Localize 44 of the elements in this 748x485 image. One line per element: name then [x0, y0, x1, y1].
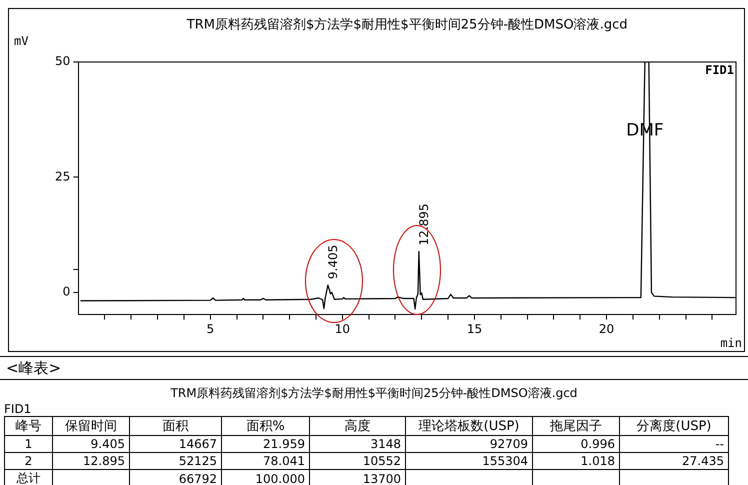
annotation: 9.405	[326, 244, 340, 280]
text: 总计	[16, 471, 40, 485]
text: 1.018	[580, 454, 615, 468]
text: 52125	[178, 454, 217, 468]
text: 78.041	[263, 454, 305, 468]
y-tick-label: 0	[62, 284, 70, 299]
category-label: 分离度(USP)	[620, 416, 728, 436]
category-label: 拖尾因子	[532, 416, 620, 436]
text: 10552	[362, 454, 401, 468]
x-tick-label: 15	[466, 322, 482, 336]
x-tick-label: 20	[598, 322, 614, 336]
chart-title: TRM原料药残留溶剂$方法学$耐用性$平衡时间25分钟-酸性DMSO溶液.gcd	[186, 16, 628, 32]
text: 1	[24, 437, 32, 451]
category-label: 面积%	[222, 416, 310, 436]
text: TRM原料药残留溶剂$方法学$耐用性$平衡时间25分钟-酸性DMSO溶液.gcd	[170, 385, 578, 402]
x-axis-title: min	[720, 336, 742, 350]
y-axis-title: mV	[14, 34, 28, 48]
x-tick-label: 10	[334, 322, 350, 336]
text: 66792	[178, 472, 217, 485]
text: 3148	[370, 437, 401, 451]
text: 92709	[490, 437, 528, 451]
category-label: 面积	[130, 416, 222, 436]
text: 14667	[178, 437, 217, 451]
y-tick-label: 25	[54, 169, 70, 184]
category-label: 高度	[310, 416, 406, 436]
category-label: 理论塔板数(USP)	[406, 416, 532, 436]
text: 27.435	[682, 454, 724, 468]
text: --	[715, 437, 724, 451]
text: 0.996	[580, 437, 615, 451]
text: 2	[24, 454, 32, 468]
text: 9.405	[90, 437, 125, 451]
x-tick-label: 5	[206, 322, 214, 336]
text: FID1	[3, 402, 32, 416]
text: 13700	[362, 472, 401, 485]
annotation: 12.895	[417, 203, 432, 246]
category-label: 峰号	[4, 416, 52, 436]
text: <峰表>	[0, 356, 748, 380]
text: 100.000	[255, 472, 305, 485]
y-tick-label: 50	[54, 54, 70, 68]
text: 155304	[482, 454, 528, 468]
text: 12.895	[83, 454, 125, 468]
category-label: 保留时间	[52, 416, 130, 436]
annotation: FID1	[705, 63, 734, 78]
text: 21.959	[263, 437, 305, 451]
